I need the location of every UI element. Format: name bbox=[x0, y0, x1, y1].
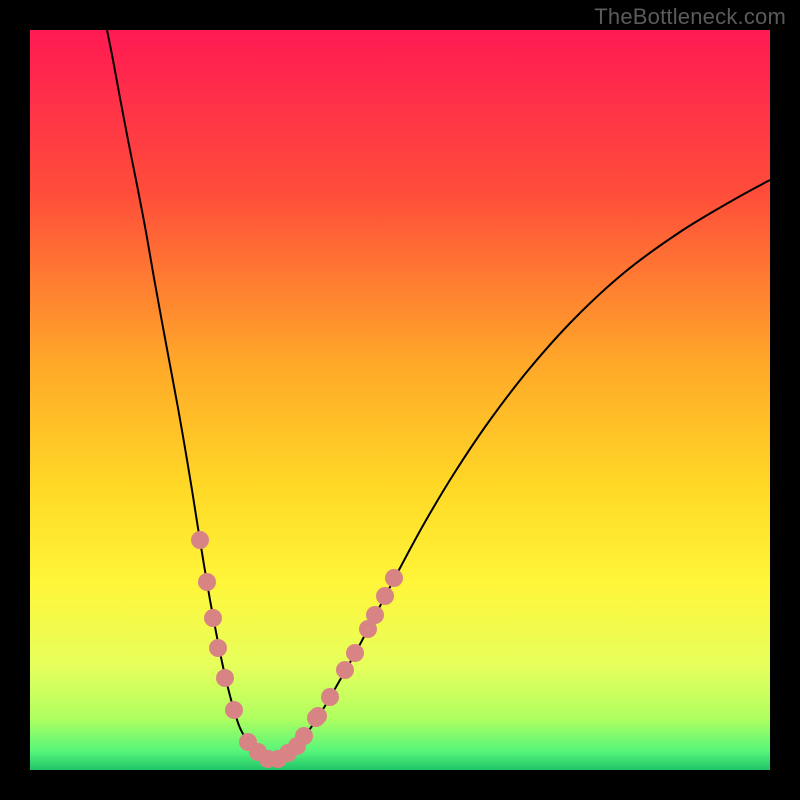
data-dot bbox=[225, 701, 243, 719]
watermark-text: TheBottleneck.com bbox=[594, 4, 786, 30]
chart-svg bbox=[0, 0, 800, 800]
data-dot bbox=[376, 587, 394, 605]
data-dot bbox=[198, 573, 216, 591]
chart-frame: TheBottleneck.com bbox=[0, 0, 800, 800]
data-dot bbox=[295, 727, 313, 745]
data-dot bbox=[336, 661, 354, 679]
data-dot bbox=[204, 609, 222, 627]
data-dot bbox=[385, 569, 403, 587]
data-dot bbox=[216, 669, 234, 687]
data-dot bbox=[346, 644, 364, 662]
data-dot bbox=[321, 688, 339, 706]
data-dot bbox=[309, 707, 327, 725]
plot-background bbox=[30, 30, 770, 770]
data-dot bbox=[366, 606, 384, 624]
data-dot bbox=[209, 639, 227, 657]
data-dot bbox=[191, 531, 209, 549]
